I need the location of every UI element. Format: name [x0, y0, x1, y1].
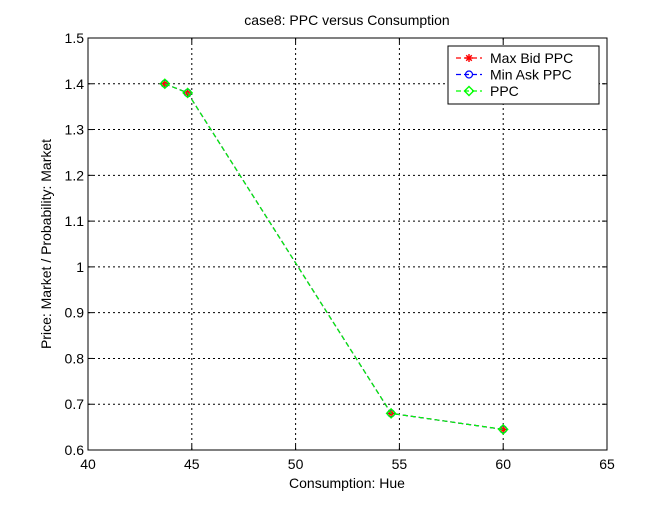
legend-entry: Min Ask PPC — [456, 67, 572, 83]
y-axis-label: Price: Market / Probability: Market — [38, 139, 54, 349]
y-tick-label: 1 — [76, 259, 84, 275]
y-tick-label: 1.4 — [65, 76, 85, 92]
data-point — [386, 409, 396, 418]
x-tick-label: 65 — [599, 456, 615, 472]
y-tick-label: 1.3 — [65, 122, 85, 138]
y-tick-label: 1.5 — [65, 30, 85, 46]
axes: 40 45 50 55 60 65 0.6 0.7 0.8 0.9 1 1.1 1.2 1.3 1.4 1.5 — [65, 30, 615, 472]
series-layer — [159, 78, 509, 435]
asterisk-stroke — [465, 54, 473, 62]
series-2 — [159, 78, 509, 435]
legend-marker — [465, 54, 473, 62]
legend-label: Min Ask PPC — [490, 67, 572, 83]
chart-title: case8: PPC versus Consumption — [244, 12, 449, 28]
legend-marker — [463, 85, 475, 97]
x-tick-label: 40 — [80, 456, 96, 472]
data-point — [182, 87, 194, 99]
legend-label: Max Bid PPC — [490, 50, 573, 66]
x-tick-label: 60 — [495, 456, 511, 472]
y-tick-label: 0.7 — [65, 396, 85, 412]
y-tick-label: 1.2 — [65, 167, 85, 183]
data-point — [160, 79, 169, 88]
y-tick-label: 0.9 — [65, 305, 85, 321]
data-point — [183, 88, 192, 98]
data-point — [385, 407, 397, 419]
legend-entry: PPC — [456, 83, 519, 99]
legend-marker — [464, 70, 474, 79]
y-tick-label: 0.6 — [65, 442, 85, 458]
y-tick-label: 0.8 — [65, 350, 85, 366]
plot-area — [88, 38, 607, 450]
grid-lines — [88, 38, 607, 450]
x-tick-label: 50 — [288, 456, 304, 472]
x-axis-label: Consumption: Hue — [289, 475, 405, 491]
legend-entry: Max Bid PPC — [456, 50, 573, 66]
data-point — [159, 78, 171, 90]
x-tick-label: 45 — [184, 456, 200, 472]
y-tick-label: 1.1 — [65, 213, 85, 229]
series-line — [164, 83, 504, 430]
data-point — [497, 423, 509, 435]
x-tick-label: 55 — [392, 456, 408, 472]
legend-label: PPC — [490, 83, 519, 99]
axes-frame — [87, 37, 608, 451]
